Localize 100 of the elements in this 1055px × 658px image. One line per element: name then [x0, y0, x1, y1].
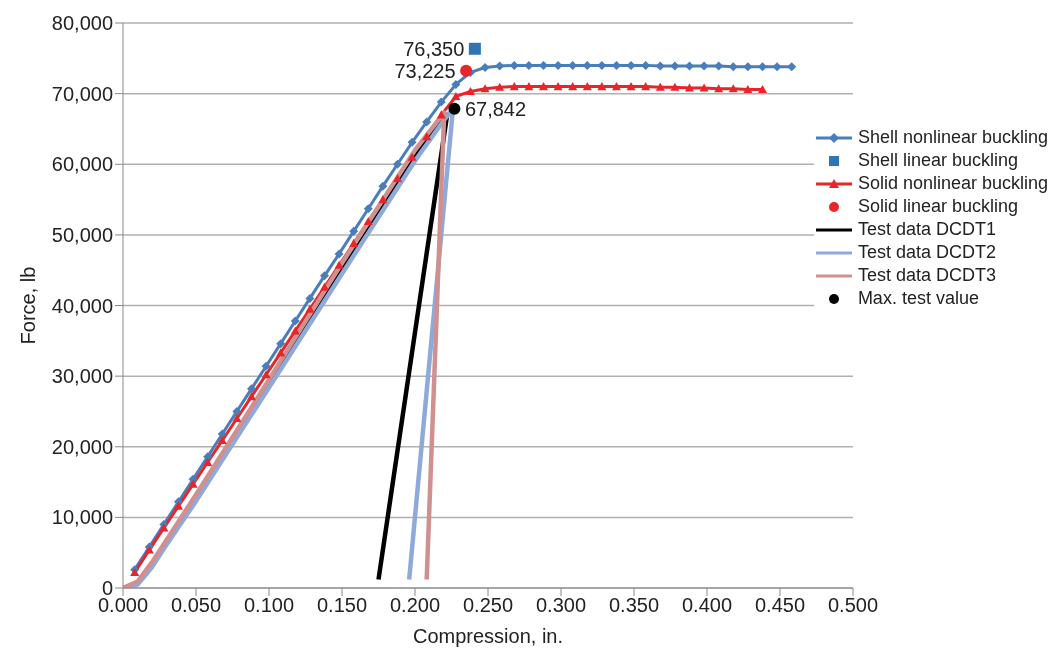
legend-label: Test data DCDT1	[857, 218, 996, 241]
data-label: 67,842	[464, 97, 527, 120]
point	[670, 61, 680, 71]
point	[378, 195, 388, 204]
point	[436, 110, 446, 119]
y-tick-label: 80,000	[51, 12, 113, 35]
point	[392, 159, 402, 169]
point	[319, 271, 329, 281]
point	[290, 326, 300, 335]
y-tick-label: 50,000	[51, 223, 113, 246]
point	[714, 84, 724, 93]
point	[626, 82, 636, 91]
point	[436, 97, 446, 107]
point	[407, 137, 417, 147]
point	[670, 82, 680, 91]
point	[334, 249, 344, 259]
point	[334, 260, 344, 269]
point	[480, 84, 490, 93]
point	[553, 82, 563, 91]
point	[422, 132, 432, 141]
point	[465, 87, 475, 96]
point	[290, 316, 300, 326]
data-label: 73,225	[394, 59, 456, 82]
point	[392, 173, 402, 182]
x-tick-label: 0.500	[827, 594, 879, 617]
point	[495, 82, 505, 91]
data-label: 76,350	[403, 37, 465, 60]
point	[261, 361, 271, 371]
point	[641, 82, 651, 91]
x-tick-label: 0.450	[754, 594, 806, 617]
point	[349, 238, 359, 247]
point	[422, 117, 432, 127]
point	[276, 339, 286, 349]
x-tick-label: 0.250	[462, 594, 514, 617]
point	[728, 84, 738, 93]
point	[480, 62, 490, 72]
y-tick-label: 40,000	[51, 294, 113, 317]
point	[305, 304, 315, 313]
x-tick-label: 0.400	[681, 594, 733, 617]
point	[699, 61, 709, 71]
legend-label: Max. test value	[857, 287, 979, 310]
point	[349, 226, 359, 236]
point	[451, 79, 461, 89]
point	[468, 42, 481, 55]
legend-label: Solid linear buckling	[857, 195, 1018, 218]
point	[232, 406, 242, 416]
point	[743, 84, 753, 93]
point	[217, 429, 227, 439]
legend-label: Test data DCDT2	[857, 241, 996, 264]
point	[611, 82, 621, 91]
point	[246, 384, 256, 394]
y-tick-label: 30,000	[51, 365, 113, 388]
point	[568, 82, 578, 91]
point	[261, 370, 271, 379]
point	[319, 282, 329, 291]
legend-label: Solid nonlinear buckling	[857, 172, 1048, 195]
point	[460, 64, 473, 77]
point	[538, 82, 548, 91]
point	[757, 84, 767, 93]
y-axis-title: Force, lb	[17, 266, 40, 345]
point	[159, 523, 169, 532]
point	[188, 479, 198, 488]
point	[276, 348, 286, 357]
point	[655, 82, 665, 91]
point	[699, 83, 709, 92]
x-tick-label: 0.200	[389, 594, 441, 617]
point	[582, 82, 592, 91]
point	[684, 83, 694, 92]
legend-label: Shell nonlinear buckling	[857, 126, 1048, 149]
x-tick-label: 0.000	[97, 594, 149, 617]
y-tick-label: 60,000	[51, 153, 113, 176]
y-tick-label: 10,000	[51, 506, 113, 529]
x-tick-label: 0.100	[243, 594, 295, 617]
point	[363, 204, 373, 214]
point	[743, 62, 753, 72]
point	[407, 152, 417, 161]
point	[217, 435, 227, 444]
point	[597, 82, 607, 91]
point	[509, 82, 519, 91]
x-tick-label: 0.350	[608, 594, 660, 617]
point	[448, 102, 461, 115]
point	[787, 62, 797, 72]
point	[173, 501, 183, 510]
x-tick-label: 0.150	[316, 594, 368, 617]
point	[772, 62, 782, 72]
point	[246, 392, 256, 401]
x-axis-title: Compression, in.	[412, 625, 564, 647]
point	[378, 181, 388, 191]
point	[203, 457, 213, 466]
x-tick-label: 0.050	[170, 594, 222, 617]
point	[305, 293, 315, 303]
legend-label: Shell linear buckling	[857, 149, 1018, 172]
point	[363, 216, 373, 226]
point	[232, 414, 242, 423]
x-tick-label: 0.300	[535, 594, 587, 617]
point	[524, 82, 534, 91]
legend-label: Test data DCDT3	[857, 264, 996, 287]
point	[451, 91, 461, 101]
y-tick-label: 20,000	[51, 435, 113, 458]
y-tick-label: 70,000	[51, 82, 113, 105]
